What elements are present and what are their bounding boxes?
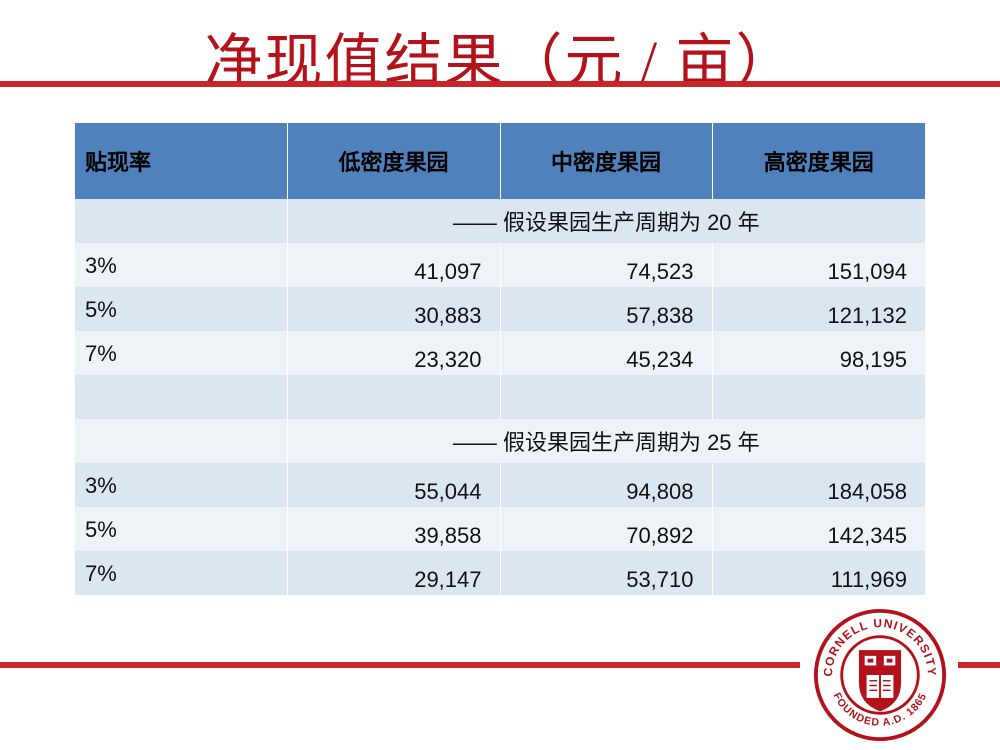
rate-cell: 3% (75, 243, 288, 287)
table-row: 3% 55,044 94,808 184,058 (75, 463, 925, 507)
mid-density-value: 74,523 (500, 243, 713, 287)
footer-divider-right (958, 662, 1000, 668)
table-header-row: 贴现率 低密度果园 中密度果园 高密度果园 (75, 123, 925, 199)
high-density-value: 121,132 (712, 287, 925, 331)
low-density-value: 55,044 (287, 463, 501, 507)
mid-density-value: 45,234 (500, 331, 713, 375)
low-density-value: 41,097 (287, 243, 501, 287)
section-20-label: —— 假设果园生产周期为 20 年 (287, 199, 925, 243)
section-25-label-row: —— 假设果园生产周期为 25 年 (75, 419, 925, 463)
footer-divider-left (0, 662, 800, 668)
rate-cell: 7% (75, 551, 288, 595)
high-density-value: 151,094 (712, 243, 925, 287)
npv-table: 贴现率 低密度果园 中密度果园 高密度果园 —— 假设果园生产周期为 20 年 … (75, 123, 925, 595)
table-row: 5% 30,883 57,838 121,132 (75, 287, 925, 331)
section-25-label: —— 假设果园生产周期为 25 年 (287, 419, 925, 463)
table-row: 3% 41,097 74,523 151,094 (75, 243, 925, 287)
high-density-value: 184,058 (712, 463, 925, 507)
header-mid-density: 中密度果园 (500, 123, 713, 199)
mid-density-value: 53,710 (500, 551, 713, 595)
header-discount-rate: 贴现率 (75, 123, 288, 199)
table-row: 7% 29,147 53,710 111,969 (75, 551, 925, 595)
high-density-value: 111,969 (712, 551, 925, 595)
header-high-density: 高密度果园 (712, 123, 925, 199)
low-density-value: 23,320 (287, 331, 501, 375)
high-density-value: 142,345 (712, 507, 925, 551)
table-row: 5% 39,858 70,892 142,345 (75, 507, 925, 551)
rate-cell: 3% (75, 463, 288, 507)
header-low-density: 低密度果园 (287, 123, 501, 199)
low-density-value: 30,883 (287, 287, 501, 331)
mid-density-value: 70,892 (500, 507, 713, 551)
section-20-label-row: —— 假设果园生产周期为 20 年 (75, 199, 925, 243)
rate-cell: 5% (75, 287, 288, 331)
rate-cell: 5% (75, 507, 288, 551)
low-density-value: 29,147 (287, 551, 501, 595)
high-density-value: 98,195 (712, 331, 925, 375)
title-divider (0, 81, 1000, 87)
table-row: 7% 23,320 45,234 98,195 (75, 331, 925, 375)
spacer-row (75, 375, 925, 419)
mid-density-value: 94,808 (500, 463, 713, 507)
low-density-value: 39,858 (287, 507, 501, 551)
rate-cell: 7% (75, 331, 288, 375)
cornell-seal-logo: CORNELL UNIVERSITY FOUNDED A.D. 1865 (813, 608, 947, 742)
mid-density-value: 57,838 (500, 287, 713, 331)
